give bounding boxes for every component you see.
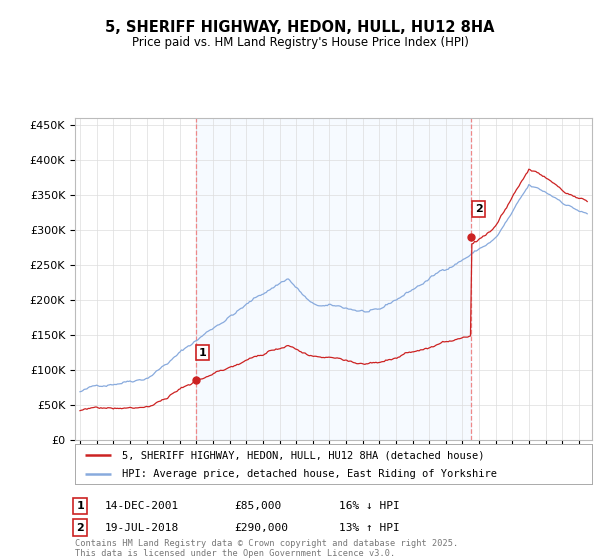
Text: Price paid vs. HM Land Registry's House Price Index (HPI): Price paid vs. HM Land Registry's House … <box>131 36 469 49</box>
Text: 16% ↓ HPI: 16% ↓ HPI <box>339 501 400 511</box>
Text: £85,000: £85,000 <box>234 501 281 511</box>
Text: 1: 1 <box>199 348 206 358</box>
Text: 1: 1 <box>76 501 84 511</box>
Text: 2: 2 <box>76 522 84 533</box>
Text: 2: 2 <box>475 204 482 214</box>
Text: 14-DEC-2001: 14-DEC-2001 <box>105 501 179 511</box>
Text: 5, SHERIFF HIGHWAY, HEDON, HULL, HU12 8HA: 5, SHERIFF HIGHWAY, HEDON, HULL, HU12 8H… <box>105 20 495 35</box>
Text: 5, SHERIFF HIGHWAY, HEDON, HULL, HU12 8HA (detached house): 5, SHERIFF HIGHWAY, HEDON, HULL, HU12 8H… <box>122 450 484 460</box>
Text: HPI: Average price, detached house, East Riding of Yorkshire: HPI: Average price, detached house, East… <box>122 469 497 479</box>
Text: 13% ↑ HPI: 13% ↑ HPI <box>339 522 400 533</box>
Text: £290,000: £290,000 <box>234 522 288 533</box>
Text: Contains HM Land Registry data © Crown copyright and database right 2025.
This d: Contains HM Land Registry data © Crown c… <box>75 539 458 558</box>
Text: 19-JUL-2018: 19-JUL-2018 <box>105 522 179 533</box>
Bar <box>196 118 472 440</box>
